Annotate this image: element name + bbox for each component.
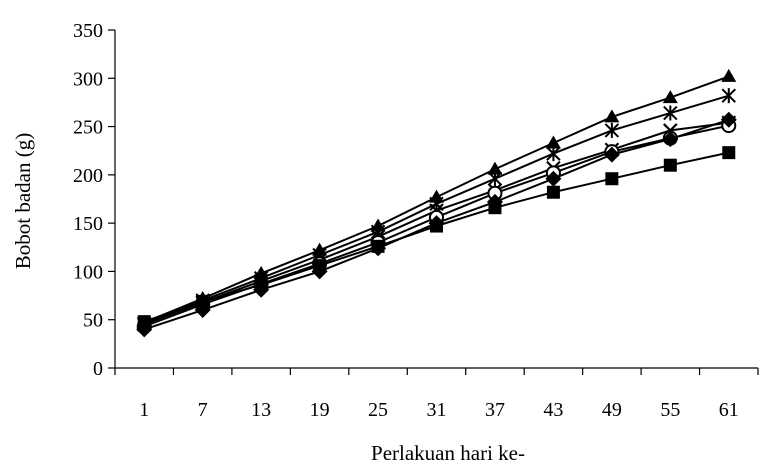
asterisk-marker	[604, 122, 620, 138]
diamond-marker	[545, 170, 562, 187]
square-marker	[605, 172, 619, 186]
x-tick-label: 37	[485, 399, 505, 421]
asterisk-marker	[487, 171, 503, 187]
x-tick-label: 25	[368, 399, 388, 421]
square-marker	[196, 294, 210, 308]
y-tick-label: 100	[73, 261, 103, 283]
y-tick-label: 0	[93, 358, 103, 380]
diamond-marker	[662, 131, 679, 148]
y-tick-label: 300	[73, 68, 103, 90]
x-tick-label: 49	[602, 399, 622, 421]
series-line-square	[143, 151, 730, 323]
triangle-marker	[662, 90, 678, 104]
x-axis-title: Perlakuan hari ke-	[371, 441, 525, 465]
asterisk-marker	[546, 146, 561, 162]
plot-area: 0 50 100 150 200 250 300 350 1 7 13 19 25 31 37 43 49 55 6…	[73, 20, 759, 421]
asterisk-marker	[663, 105, 678, 121]
square-marker	[722, 146, 736, 160]
y-axis-title: Bobot badan (g)	[11, 133, 35, 269]
y-tick-label: 150	[73, 213, 103, 235]
square-marker	[488, 201, 502, 215]
x-tick-label: 1	[139, 399, 149, 421]
square-marker	[546, 185, 560, 199]
x-tick-label: 19	[310, 399, 330, 421]
y-tick-label: 250	[73, 117, 103, 139]
triangle-marker	[487, 161, 503, 175]
square-marker	[313, 259, 327, 273]
triangle-marker	[545, 135, 561, 149]
triangle-marker	[604, 109, 620, 123]
x-tick-label: 31	[427, 399, 447, 421]
y-tick-label: 50	[83, 310, 103, 332]
x-tick-label: 7	[198, 399, 208, 421]
x-tick-label: 61	[719, 399, 739, 421]
square-marker	[663, 158, 677, 172]
square-marker	[430, 219, 443, 233]
square-marker	[371, 239, 385, 253]
square-marker	[254, 278, 268, 292]
asterisk-marker	[721, 88, 736, 104]
x-tick-label: 13	[251, 399, 271, 421]
x-tick-label: 55	[660, 399, 680, 421]
diamond-marker	[720, 111, 737, 128]
square-marker	[137, 315, 151, 329]
diamond-marker	[603, 146, 620, 163]
triangle-marker	[721, 68, 737, 82]
asterisk-marker	[429, 196, 444, 212]
y-tick-label: 350	[73, 20, 103, 42]
x-tick-label: 43	[543, 399, 563, 421]
y-tick-label: 200	[73, 165, 103, 187]
